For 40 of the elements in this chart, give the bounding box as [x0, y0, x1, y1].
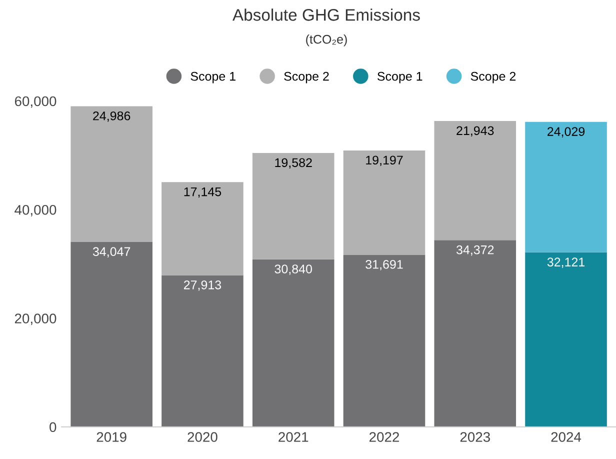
bar [434, 240, 516, 427]
data-label: 32,121 [547, 258, 585, 268]
y-tick-label: 0 [50, 422, 56, 432]
chart-title: Absolute GHG Emissions [232, 8, 420, 21]
bar [70, 106, 152, 242]
bar [252, 259, 334, 427]
x-tick-label: 2023 [460, 432, 490, 442]
data-label: 19,197 [366, 156, 403, 166]
data-label: 17,145 [184, 187, 222, 198]
data-label: 34,372 [456, 245, 494, 256]
data-label: 19,582 [275, 158, 312, 169]
data-label: 24,029 [548, 127, 585, 138]
y-tick-label: 20,000 [14, 314, 56, 326]
bar [525, 252, 607, 427]
x-tick-label: 2021 [278, 432, 308, 442]
bar [70, 242, 152, 427]
x-tick-label: 2022 [369, 432, 399, 442]
bar [343, 150, 426, 255]
y-tick-label: 60,000 [14, 96, 56, 108]
legend-label: Scope 2 [284, 72, 329, 84]
bar [525, 122, 607, 252]
chart-subtitle: (tCO₂e) [306, 34, 347, 46]
data-label: 24,986 [93, 111, 130, 122]
legend-label: Scope 2 [470, 72, 516, 84]
legend-label: Scope 1 [377, 72, 422, 84]
data-label: 31,691 [366, 260, 403, 270]
bar [162, 275, 244, 427]
y-tick-label: 40,000 [14, 204, 56, 216]
bar [343, 254, 426, 427]
x-tick-label: 2020 [188, 432, 218, 442]
x-tick-label: 2024 [551, 432, 582, 442]
x-tick-label: 2019 [96, 432, 126, 442]
data-label: 21,943 [456, 126, 494, 137]
bar [252, 153, 334, 260]
bar [162, 182, 244, 276]
data-label: 27,913 [184, 280, 222, 291]
bar [434, 120, 516, 240]
data-label: 34,047 [92, 247, 130, 258]
legend-label: Scope 1 [190, 72, 236, 84]
data-label: 30,840 [274, 264, 312, 275]
